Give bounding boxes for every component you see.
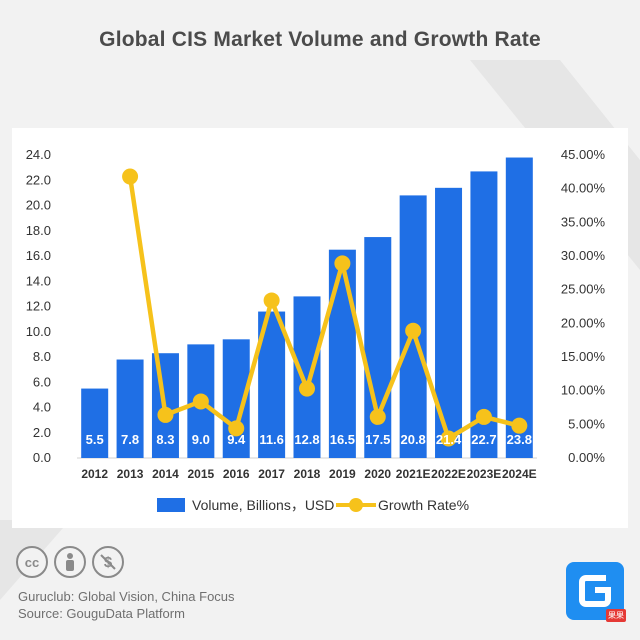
credit-line: Guruclub: Global Vision, China Focus — [18, 589, 235, 604]
bar-value-label: 20.8 — [400, 432, 425, 447]
y-right-tick-label: 10.00% — [561, 383, 606, 398]
y-left-tick-label: 8.0 — [33, 349, 51, 364]
y-right-tick-label: 35.00% — [561, 214, 606, 229]
bar-2019 — [328, 249, 356, 458]
bar-value-label: 8.3 — [156, 432, 174, 447]
bar-value-label: 5.5 — [86, 432, 104, 447]
growth-point-2020 — [369, 408, 386, 425]
y-right-tick-label: 40.00% — [561, 181, 606, 196]
growth-point-2022E — [440, 430, 457, 447]
x-tick-label: 2013 — [117, 467, 144, 481]
growth-point-2016 — [228, 420, 245, 437]
growth-point-2013 — [122, 168, 139, 185]
x-tick-label: 2024E — [502, 467, 537, 481]
x-tick-label: 2023E — [467, 467, 502, 481]
y-right-tick-label: 0.00% — [568, 450, 605, 465]
y-left-tick-label: 2.0 — [33, 425, 51, 440]
x-tick-label: 2012 — [81, 467, 108, 481]
x-tick-label: 2022E — [431, 467, 466, 481]
x-tick-label: 2017 — [258, 467, 285, 481]
growth-point-2014 — [157, 406, 174, 423]
bar-value-label: 12.8 — [294, 432, 319, 447]
x-tick-label: 2014 — [152, 467, 179, 481]
bar-value-label: 23.8 — [507, 432, 532, 447]
y-right-tick-label: 5.00% — [568, 416, 605, 431]
y-right-tick-label: 15.00% — [561, 349, 606, 364]
source-line: Source: GouguData Platform — [18, 606, 185, 621]
growth-point-2017 — [263, 292, 280, 309]
y-right-tick-label: 20.00% — [561, 315, 606, 330]
y-left-tick-label: 16.0 — [26, 248, 51, 263]
legend-marker-growth — [349, 498, 363, 512]
legend-label-volume: Volume, Billions，USD — [192, 497, 334, 513]
logo-badge: 果果 — [606, 609, 626, 622]
bar-value-label: 16.5 — [330, 432, 355, 447]
legend-label-growth: Growth Rate% — [378, 497, 469, 513]
attribution-icon — [54, 546, 86, 578]
y-left-tick-label: 20.0 — [26, 198, 51, 213]
y-left-tick-label: 0.0 — [33, 450, 51, 465]
growth-point-2023E — [475, 408, 492, 425]
bar-2013 — [116, 359, 144, 458]
bar-value-label: 11.6 — [259, 432, 284, 447]
x-tick-label: 2021E — [396, 467, 431, 481]
y-left-tick-label: 10.0 — [26, 324, 51, 339]
bar-2024E — [505, 157, 533, 458]
growth-point-2019 — [334, 255, 351, 272]
bar-value-label: 9.0 — [192, 432, 210, 447]
y-left-tick-label: 24.0 — [26, 147, 51, 162]
bar-value-label: 22.7 — [471, 432, 496, 447]
legend-swatch-volume — [157, 498, 185, 512]
y-left-tick-label: 18.0 — [26, 223, 51, 238]
chart-title: Global CIS Market Volume and Growth Rate — [99, 28, 541, 51]
growth-point-2018 — [299, 380, 315, 397]
y-left-tick-label: 6.0 — [33, 374, 51, 389]
x-tick-label: 2016 — [223, 467, 250, 481]
x-tick-label: 2020 — [364, 467, 391, 481]
bar-value-label: 9.4 — [227, 432, 246, 447]
license-icons: cc $ — [16, 546, 124, 578]
x-tick-label: 2018 — [294, 467, 321, 481]
bar-2022E — [435, 187, 463, 458]
bar-2018 — [293, 296, 321, 458]
x-tick-label: 2015 — [187, 467, 214, 481]
y-right-tick-label: 30.00% — [561, 248, 606, 263]
growth-point-2024E — [511, 417, 528, 434]
x-tick-label: 2019 — [329, 467, 356, 481]
bar-value-label: 21.4 — [436, 432, 462, 447]
creative-commons-icon: cc — [16, 546, 48, 578]
y-left-tick-label: 4.0 — [33, 400, 51, 415]
combo-chart: 0.0 2.0 4.0 6.0 8.0 10.0 12.0 14.0 16.0 18.0 20.0 2… — [26, 147, 606, 513]
y-left-tick-label: 12.0 — [26, 299, 51, 314]
bar-2012 — [81, 388, 109, 458]
bar-value-label: 17.5 — [365, 432, 390, 447]
y-right-tick-label: 45.00% — [561, 147, 606, 162]
noncommercial-icon: $ — [92, 546, 124, 578]
growth-point-2015 — [192, 393, 209, 410]
y-left-tick-label: 14.0 — [26, 273, 51, 288]
growth-point-2021E — [405, 322, 422, 339]
bar-value-label: 7.8 — [121, 432, 139, 447]
y-left-tick-label: 22.0 — [26, 172, 51, 187]
y-right-tick-label: 25.00% — [561, 282, 606, 297]
gougu-logo: 果果 — [566, 562, 626, 622]
logo-mark-icon — [579, 575, 611, 607]
